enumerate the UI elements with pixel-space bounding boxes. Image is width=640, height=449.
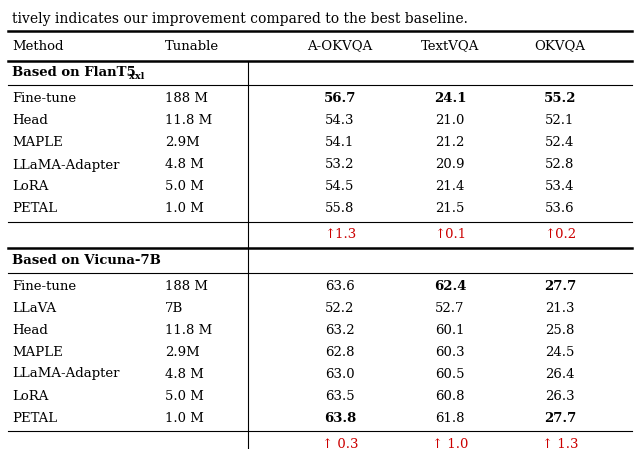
Text: 5.0 M: 5.0 M: [165, 389, 204, 402]
Text: 188 M: 188 M: [165, 92, 208, 106]
Text: 25.8: 25.8: [545, 323, 575, 336]
Text: 52.7: 52.7: [435, 301, 465, 314]
Text: 53.2: 53.2: [325, 158, 355, 172]
Text: 63.5: 63.5: [325, 389, 355, 402]
Text: Fine-tune: Fine-tune: [12, 92, 76, 106]
Text: MAPLE: MAPLE: [12, 345, 63, 358]
Text: 63.8: 63.8: [324, 411, 356, 424]
Text: 188 M: 188 M: [165, 279, 208, 292]
Text: 56.7: 56.7: [324, 92, 356, 106]
Text: xxl: xxl: [129, 72, 145, 81]
Text: 24.1: 24.1: [434, 92, 467, 106]
Text: 1.0 M: 1.0 M: [165, 411, 204, 424]
Text: 54.3: 54.3: [325, 114, 355, 128]
Text: 26.4: 26.4: [545, 367, 575, 380]
Text: 63.2: 63.2: [325, 323, 355, 336]
Text: 63.0: 63.0: [325, 367, 355, 380]
Text: 54.1: 54.1: [325, 136, 355, 150]
Text: LoRA: LoRA: [12, 180, 49, 194]
Text: ↑ 0.3: ↑ 0.3: [322, 437, 358, 449]
Text: 4.8 M: 4.8 M: [165, 367, 204, 380]
Text: ↑0.2: ↑0.2: [544, 229, 576, 242]
Text: Fine-tune: Fine-tune: [12, 279, 76, 292]
Text: 62.8: 62.8: [325, 345, 355, 358]
Text: 21.0: 21.0: [435, 114, 465, 128]
Text: Based on FlanT5: Based on FlanT5: [12, 66, 136, 79]
Text: 52.4: 52.4: [545, 136, 575, 150]
Text: 11.8 M: 11.8 M: [165, 323, 212, 336]
Text: 2.9M: 2.9M: [165, 345, 200, 358]
Text: ↑ 1.3: ↑ 1.3: [541, 437, 579, 449]
Text: LLaMA-Adapter: LLaMA-Adapter: [12, 367, 120, 380]
Text: 7B: 7B: [165, 301, 183, 314]
Text: 2.9M: 2.9M: [165, 136, 200, 150]
Text: LoRA: LoRA: [12, 389, 49, 402]
Text: Tunable: Tunable: [165, 40, 219, 53]
Text: LLaVA: LLaVA: [12, 301, 56, 314]
Text: 52.2: 52.2: [325, 301, 355, 314]
Text: 53.4: 53.4: [545, 180, 575, 194]
Text: LLaMA-Adapter: LLaMA-Adapter: [12, 158, 120, 172]
Text: ↑0.1: ↑0.1: [434, 229, 466, 242]
Text: tively indicates our improvement compared to the best baseline.: tively indicates our improvement compare…: [12, 12, 468, 26]
Text: 5.0 M: 5.0 M: [165, 180, 204, 194]
Text: 60.5: 60.5: [435, 367, 465, 380]
Text: Head: Head: [12, 114, 48, 128]
Text: 26.3: 26.3: [545, 389, 575, 402]
Text: 27.7: 27.7: [544, 279, 576, 292]
Text: A-OKVQA: A-OKVQA: [307, 40, 372, 53]
Text: 24.5: 24.5: [545, 345, 575, 358]
Text: 60.3: 60.3: [435, 345, 465, 358]
Text: 11.8 M: 11.8 M: [165, 114, 212, 128]
Text: 21.4: 21.4: [435, 180, 465, 194]
Text: OKVQA: OKVQA: [534, 40, 586, 53]
Text: 55.2: 55.2: [544, 92, 576, 106]
Text: 60.1: 60.1: [435, 323, 465, 336]
Text: 52.8: 52.8: [545, 158, 575, 172]
Text: 21.3: 21.3: [545, 301, 575, 314]
Text: 20.9: 20.9: [435, 158, 465, 172]
Text: 61.8: 61.8: [435, 411, 465, 424]
Text: ↑1.3: ↑1.3: [324, 229, 356, 242]
Text: 52.1: 52.1: [545, 114, 575, 128]
Text: 60.8: 60.8: [435, 389, 465, 402]
Text: 53.6: 53.6: [545, 202, 575, 216]
Text: ↑ 1.0: ↑ 1.0: [432, 437, 468, 449]
Text: PETAL: PETAL: [12, 202, 57, 216]
Text: 62.4: 62.4: [434, 279, 467, 292]
Text: Based on Vicuna-7B: Based on Vicuna-7B: [12, 254, 161, 267]
Text: PETAL: PETAL: [12, 411, 57, 424]
Text: Head: Head: [12, 323, 48, 336]
Text: 27.7: 27.7: [544, 411, 576, 424]
Text: 4.8 M: 4.8 M: [165, 158, 204, 172]
Text: 21.5: 21.5: [435, 202, 465, 216]
Text: Method: Method: [12, 40, 63, 53]
Text: 55.8: 55.8: [325, 202, 355, 216]
Text: TextVQA: TextVQA: [421, 40, 479, 53]
Text: 1.0 M: 1.0 M: [165, 202, 204, 216]
Text: 63.6: 63.6: [325, 279, 355, 292]
Text: MAPLE: MAPLE: [12, 136, 63, 150]
Text: 54.5: 54.5: [325, 180, 355, 194]
Text: 21.2: 21.2: [435, 136, 465, 150]
